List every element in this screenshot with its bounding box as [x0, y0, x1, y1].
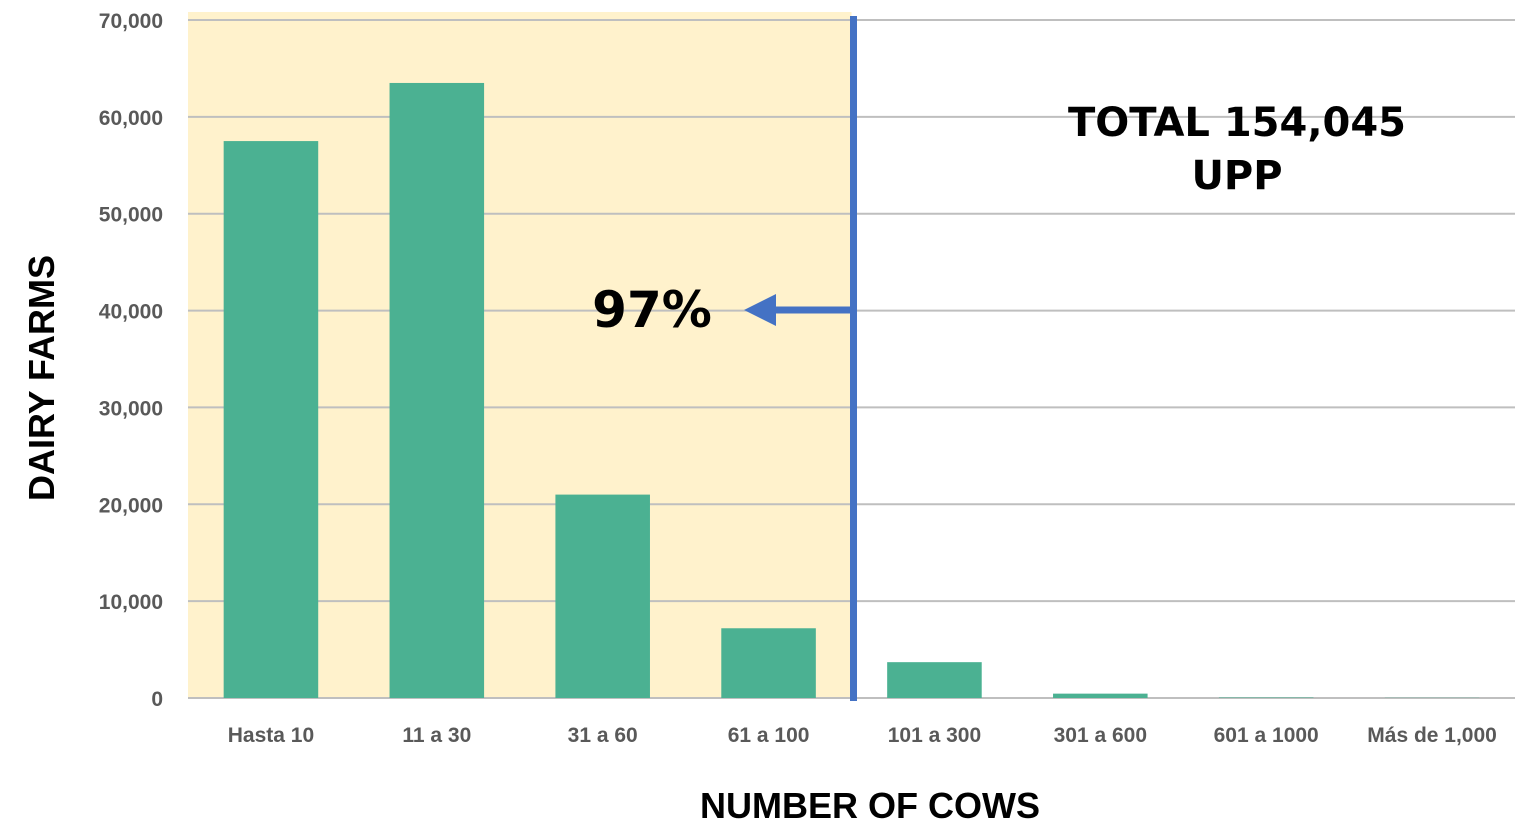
x-tick-label: 601 a 1000 — [1214, 724, 1319, 747]
x-tick-label: Hasta 10 — [228, 724, 314, 747]
total-annotation-line1: TOTAL 154,045 — [1068, 100, 1406, 146]
y-tick-labels: 0 10,000 20,000 30,000 40,000 50,000 60,000 70,… — [99, 10, 163, 711]
bars — [223, 82, 1480, 699]
bar — [223, 141, 319, 699]
x-tick-label: 301 a 600 — [1054, 724, 1147, 747]
bar — [389, 82, 485, 698]
bar — [1053, 693, 1148, 698]
x-tick-label: 101 a 300 — [888, 724, 981, 747]
y-axis-title: DAIRY FARMS — [21, 255, 62, 501]
y-tick-label: 40,000 — [99, 301, 163, 324]
arrow-head — [744, 294, 776, 326]
y-tick-label: 10,000 — [99, 591, 163, 614]
x-tick-label: 31 a 60 — [568, 724, 638, 747]
y-tick-label: 60,000 — [99, 107, 163, 130]
bar — [887, 662, 982, 698]
x-axis-title: NUMBER OF COWS — [700, 785, 1040, 825]
y-tick-label: 50,000 — [99, 204, 163, 227]
percent-annotation: 97% — [592, 281, 712, 339]
bar — [721, 628, 816, 698]
y-tick-label: 30,000 — [99, 397, 163, 420]
x-tick-label: 61 a 100 — [728, 724, 810, 747]
x-tick-labels: Hasta 10 11 a 30 31 a 60 61 a 100 101 a 300 3… — [228, 724, 1497, 747]
y-tick-label: 70,000 — [99, 10, 163, 33]
bar — [555, 494, 650, 698]
y-tick-label: 0 — [151, 688, 163, 711]
y-tick-label: 20,000 — [99, 494, 163, 517]
x-tick-label: Más de 1,000 — [1367, 724, 1497, 747]
x-tick-label: 11 a 30 — [402, 724, 471, 747]
total-annotation-line2: UPP — [1191, 153, 1282, 199]
